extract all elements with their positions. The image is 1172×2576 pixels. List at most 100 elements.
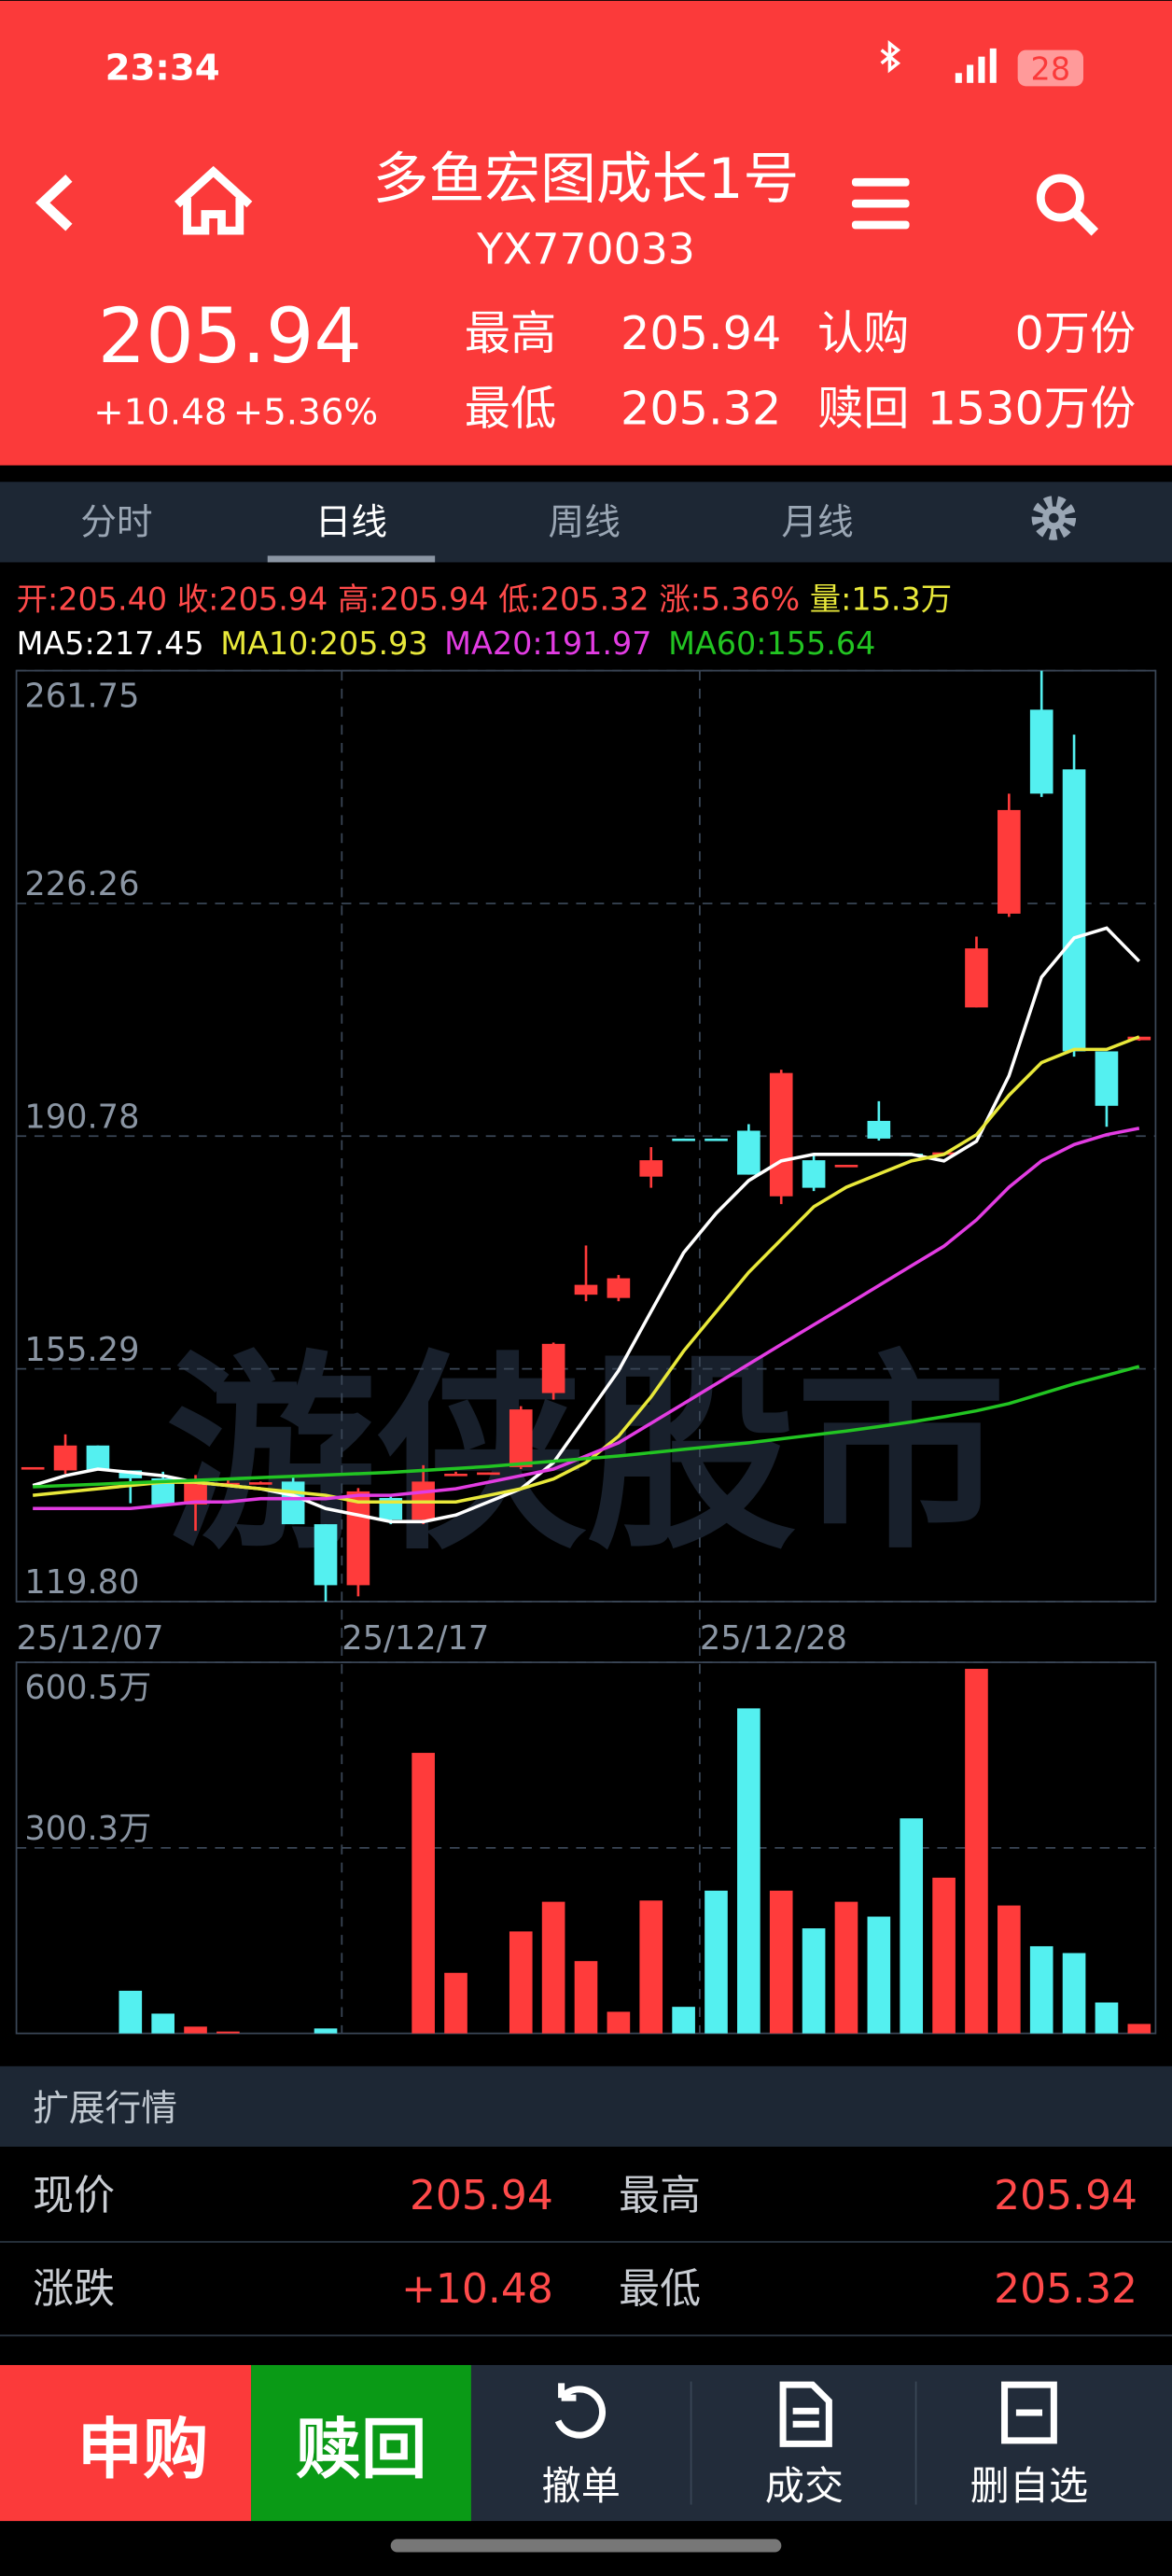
cell-value: 205.94 xyxy=(994,2172,1137,2219)
volume-bar xyxy=(834,1901,858,2034)
candle-body xyxy=(705,1138,728,1141)
legend-entry: MA20:191.97 xyxy=(444,625,651,662)
volume-bar xyxy=(151,2013,174,2034)
volume-bar xyxy=(444,1972,467,2034)
fund-code: YX770033 xyxy=(476,224,695,273)
candle-body xyxy=(444,1473,467,1477)
ma-legend: MA5:217.45 MA10:205.93 MA20:191.97 MA60:155… xyxy=(17,625,876,662)
legend-entry: MA10:205.93 xyxy=(220,625,427,662)
candle-body xyxy=(1029,709,1053,794)
time: 23:34 xyxy=(105,47,220,89)
back-button[interactable] xyxy=(35,174,73,231)
tab[interactable]: 日线 xyxy=(315,502,387,544)
cell-label: 现价 xyxy=(33,2172,115,2219)
bluetooth-icon xyxy=(880,39,901,74)
volume-bar xyxy=(1095,2002,1119,2034)
settings-button[interactable] xyxy=(1031,496,1077,540)
buy-button[interactable] xyxy=(0,2364,252,2522)
volume-bar xyxy=(932,1877,956,2034)
deal-icon[interactable] xyxy=(779,2381,832,2447)
candle-body xyxy=(541,1343,565,1393)
candle-body xyxy=(86,1445,110,1471)
candle-body xyxy=(737,1130,760,1175)
battery-level: 28 xyxy=(1031,50,1071,87)
volume-bar xyxy=(1127,2023,1151,2034)
candle-body xyxy=(346,1491,370,1586)
volume-bar xyxy=(705,1890,728,2034)
action-label[interactable]: 删自选 xyxy=(970,2463,1089,2509)
action-label[interactable]: 申购 xyxy=(77,2411,209,2487)
tab[interactable]: 分时 xyxy=(80,502,152,544)
candle-body xyxy=(248,1482,272,1485)
volume-bar xyxy=(1029,1946,1053,2034)
candle-body xyxy=(574,1284,598,1295)
y-tick-label: 261.75 xyxy=(24,677,139,715)
undo-icon[interactable] xyxy=(554,2383,607,2439)
sub-value: 1530万份 xyxy=(927,382,1136,436)
fund-title: 多鱼宏图成长1号 xyxy=(373,147,800,212)
ma-line xyxy=(33,1035,1140,1504)
stat-label: 最低 xyxy=(465,382,556,436)
redeem-button[interactable] xyxy=(251,2364,471,2522)
cell-value: 205.94 xyxy=(410,2172,553,2219)
candle-body xyxy=(965,948,988,1008)
candle-body xyxy=(477,1472,500,1476)
volume-bar xyxy=(867,1916,891,2034)
candle-body xyxy=(672,1138,695,1141)
y-tick-label: 226.26 xyxy=(24,865,139,903)
sub-label: 赎回 xyxy=(817,382,910,436)
ext-title: 扩展行情 xyxy=(33,2088,177,2130)
search-button[interactable] xyxy=(1036,174,1099,236)
candle-body xyxy=(119,1470,143,1478)
signal-icon xyxy=(955,48,997,83)
home-indicator xyxy=(390,2539,782,2553)
remove-icon[interactable] xyxy=(1001,2381,1057,2444)
y-tick-label: 600.5万 xyxy=(24,1669,151,1707)
candle-body xyxy=(314,1524,338,1586)
cell-value: 205.32 xyxy=(994,2265,1137,2313)
action-label[interactable]: 赎回 xyxy=(296,2411,427,2487)
quote-low: 低:205.32 xyxy=(498,581,649,617)
stat-value: 205.94 xyxy=(621,306,781,360)
sub-value: 0万份 xyxy=(1014,306,1136,360)
x-tick-label: 25/12/28 xyxy=(700,1619,847,1658)
action-label[interactable]: 撤单 xyxy=(542,2463,621,2509)
volume-bar xyxy=(1062,1953,1086,2034)
ext-header xyxy=(0,2065,1172,2148)
quote-close: 收:205.94 xyxy=(177,581,328,617)
volume-bar xyxy=(737,1708,760,2034)
x-tick-label: 25/12/17 xyxy=(342,1619,489,1658)
candle-body xyxy=(281,1481,305,1525)
tab-indicator xyxy=(267,555,436,563)
volume-bar xyxy=(965,1669,988,2034)
volume-bar xyxy=(541,1901,565,2034)
volume-bar xyxy=(607,2011,631,2034)
quote-line: 开:205.40 收:205.94 高:205.94 低:205.32 涨:5.… xyxy=(17,581,953,617)
y-tick-label: 190.78 xyxy=(24,1098,139,1136)
stat-label: 最高 xyxy=(465,306,556,360)
ma-line xyxy=(33,1127,1140,1511)
volume-bar xyxy=(639,1900,663,2034)
volume-bar xyxy=(900,1818,924,2034)
volume-bar xyxy=(509,1931,533,2034)
home-button[interactable] xyxy=(174,165,253,235)
ma-line xyxy=(33,1365,1140,1489)
menu-button[interactable] xyxy=(851,177,910,230)
volume-bar xyxy=(314,2028,338,2034)
quote-open: 开:205.40 xyxy=(17,581,168,617)
tab-bar xyxy=(0,482,1172,563)
cell-label: 涨跌 xyxy=(33,2265,115,2313)
price-change: +10.48 xyxy=(93,392,227,434)
action-label[interactable]: 成交 xyxy=(765,2463,844,2509)
tab[interactable]: 周线 xyxy=(549,502,621,544)
volume-bar xyxy=(574,1961,598,2034)
tab[interactable]: 月线 xyxy=(781,502,853,544)
legend-entry: MA60:155.64 xyxy=(668,625,875,662)
candle-body xyxy=(1095,1051,1119,1106)
candle-body xyxy=(21,1466,45,1470)
stat-value: 205.32 xyxy=(621,382,781,436)
price-change-pct: +5.36% xyxy=(233,392,378,434)
candle-body xyxy=(1062,769,1086,1052)
